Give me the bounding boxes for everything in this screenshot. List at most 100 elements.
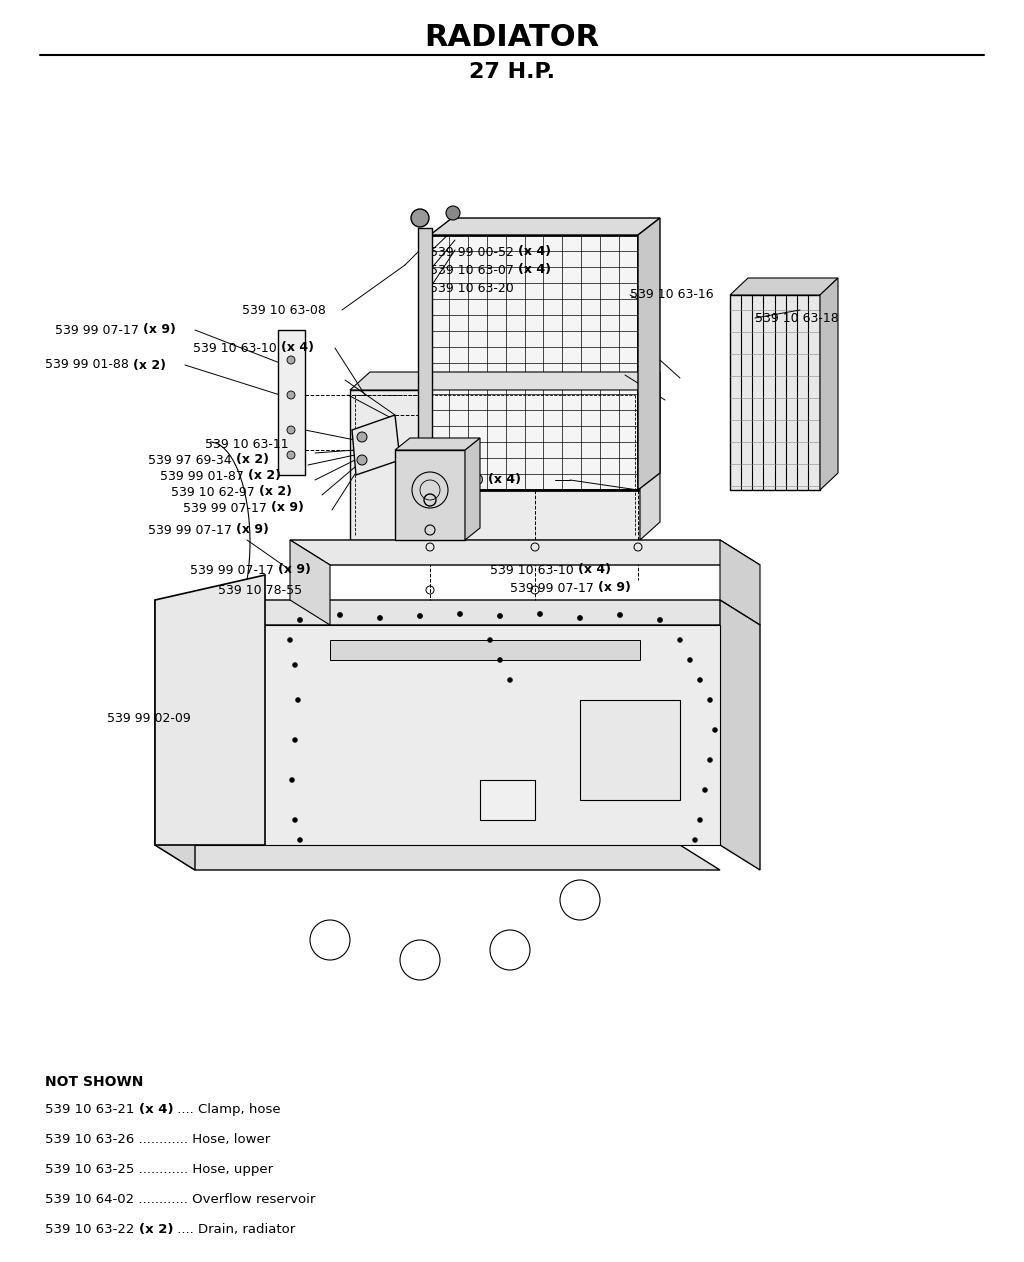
Text: 539 10 63-20: 539 10 63-20 xyxy=(430,281,514,294)
Text: (x 4): (x 4) xyxy=(487,473,521,486)
Circle shape xyxy=(708,698,713,703)
Circle shape xyxy=(446,206,460,220)
Text: 539 99 02-09: 539 99 02-09 xyxy=(106,712,190,724)
Text: (x 2): (x 2) xyxy=(236,453,268,467)
Circle shape xyxy=(487,637,493,642)
Circle shape xyxy=(287,391,295,399)
Circle shape xyxy=(708,757,713,762)
Text: 539 10 63-16: 539 10 63-16 xyxy=(630,289,714,302)
Polygon shape xyxy=(290,540,760,565)
Polygon shape xyxy=(640,372,660,540)
Polygon shape xyxy=(418,228,432,498)
Circle shape xyxy=(538,612,543,617)
Text: 539 10 63-25 ............ Hose, upper: 539 10 63-25 ............ Hose, upper xyxy=(45,1164,273,1176)
Text: 539 99 07-17: 539 99 07-17 xyxy=(510,582,598,594)
Polygon shape xyxy=(395,438,480,451)
Circle shape xyxy=(508,678,512,683)
Circle shape xyxy=(293,663,298,668)
Text: (x 4): (x 4) xyxy=(578,564,610,577)
Text: (x 4): (x 4) xyxy=(518,264,551,276)
Text: 539 99 01-88: 539 99 01-88 xyxy=(45,358,133,371)
Circle shape xyxy=(578,616,583,621)
Text: 539 10 63-10: 539 10 63-10 xyxy=(400,473,487,486)
Circle shape xyxy=(617,612,623,617)
Circle shape xyxy=(298,617,302,622)
Text: (x 4): (x 4) xyxy=(281,342,313,355)
Circle shape xyxy=(296,698,300,703)
Circle shape xyxy=(357,456,367,464)
Polygon shape xyxy=(480,780,535,820)
Circle shape xyxy=(657,617,663,622)
Text: (x 2): (x 2) xyxy=(248,469,281,482)
Text: 539 99 01-87: 539 99 01-87 xyxy=(160,469,248,482)
Circle shape xyxy=(378,616,383,621)
Circle shape xyxy=(290,777,295,782)
Text: (x 9): (x 9) xyxy=(143,323,176,337)
Polygon shape xyxy=(430,235,638,490)
Text: (x 4): (x 4) xyxy=(138,1103,173,1116)
Text: (x 4): (x 4) xyxy=(518,246,551,259)
Polygon shape xyxy=(580,700,680,800)
Text: RADIATOR: RADIATOR xyxy=(424,24,600,53)
Circle shape xyxy=(713,727,718,732)
Text: (x 9): (x 9) xyxy=(236,524,268,536)
Circle shape xyxy=(458,612,463,617)
Circle shape xyxy=(697,818,702,823)
Polygon shape xyxy=(155,599,760,625)
Circle shape xyxy=(288,637,293,642)
Circle shape xyxy=(697,678,702,683)
Circle shape xyxy=(498,658,503,663)
Circle shape xyxy=(293,818,298,823)
Polygon shape xyxy=(638,218,660,490)
Text: (x 9): (x 9) xyxy=(278,564,310,577)
Text: 539 10 63-08: 539 10 63-08 xyxy=(242,303,326,317)
Text: 539 99 07-17: 539 99 07-17 xyxy=(183,501,271,515)
Polygon shape xyxy=(395,451,465,540)
Text: 27 H.P.: 27 H.P. xyxy=(469,62,555,82)
Circle shape xyxy=(357,432,367,442)
Polygon shape xyxy=(465,438,480,540)
Text: 539 10 78-55: 539 10 78-55 xyxy=(218,583,302,597)
Polygon shape xyxy=(720,540,760,625)
Polygon shape xyxy=(195,625,720,846)
Polygon shape xyxy=(330,640,640,660)
Polygon shape xyxy=(730,295,820,490)
Circle shape xyxy=(692,838,697,843)
Polygon shape xyxy=(350,372,660,390)
Text: 539 99 07-17: 539 99 07-17 xyxy=(148,524,236,536)
Polygon shape xyxy=(155,846,720,870)
Text: 539 99 00-52: 539 99 00-52 xyxy=(430,246,518,259)
Text: 539 10 63-21: 539 10 63-21 xyxy=(45,1103,138,1116)
Text: (x 2): (x 2) xyxy=(133,358,166,371)
Circle shape xyxy=(287,451,295,459)
Text: 539 10 63-22: 539 10 63-22 xyxy=(45,1223,138,1235)
Text: (x 9): (x 9) xyxy=(598,582,631,594)
Polygon shape xyxy=(352,415,400,475)
Circle shape xyxy=(298,838,302,843)
Text: .... Drain, radiator: .... Drain, radiator xyxy=(173,1223,295,1235)
Text: 539 10 63-10: 539 10 63-10 xyxy=(490,564,578,577)
Text: 539 10 63-18: 539 10 63-18 xyxy=(755,312,839,324)
Circle shape xyxy=(702,787,708,793)
Circle shape xyxy=(687,658,692,663)
Text: NOT SHOWN: NOT SHOWN xyxy=(45,1075,143,1089)
Text: (x 2): (x 2) xyxy=(138,1223,173,1235)
Circle shape xyxy=(287,427,295,434)
Polygon shape xyxy=(155,599,195,870)
Polygon shape xyxy=(155,575,265,846)
Circle shape xyxy=(411,209,429,227)
Circle shape xyxy=(678,637,683,642)
Polygon shape xyxy=(290,540,330,625)
Text: 539 99 07-17: 539 99 07-17 xyxy=(55,323,143,337)
Text: (x 2): (x 2) xyxy=(259,486,292,498)
Circle shape xyxy=(287,356,295,363)
Text: 539 97 69-34: 539 97 69-34 xyxy=(148,453,236,467)
Text: 539 99 07-17: 539 99 07-17 xyxy=(190,564,278,577)
Polygon shape xyxy=(350,390,640,540)
Circle shape xyxy=(293,737,298,742)
Text: 539 10 63-07: 539 10 63-07 xyxy=(430,264,518,276)
Circle shape xyxy=(338,612,342,617)
Polygon shape xyxy=(730,278,838,295)
Text: 539 10 63-10: 539 10 63-10 xyxy=(193,342,281,355)
Circle shape xyxy=(418,613,423,618)
